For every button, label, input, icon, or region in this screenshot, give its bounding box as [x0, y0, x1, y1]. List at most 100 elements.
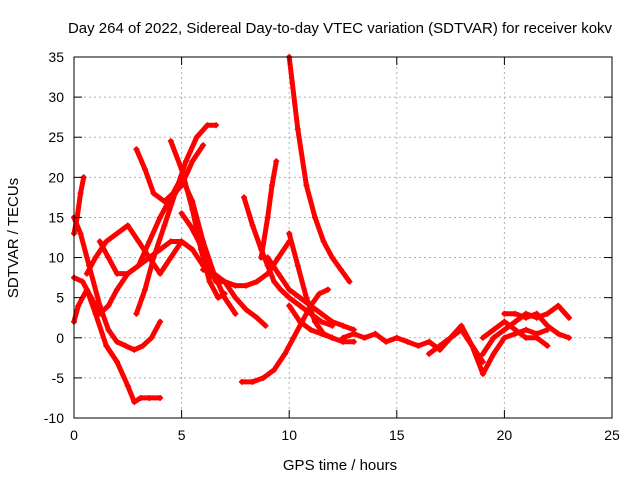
data-point [286, 294, 293, 301]
data-point [249, 378, 256, 385]
data-point [133, 146, 140, 153]
data-point [290, 334, 297, 341]
data-point [350, 338, 357, 345]
data-point [105, 326, 112, 333]
data-point [213, 122, 220, 129]
data-point [103, 342, 110, 349]
data-point [204, 122, 211, 129]
data-point [114, 338, 121, 345]
data-point [195, 238, 202, 245]
data-point [182, 158, 189, 165]
data-point [137, 394, 144, 401]
y-tick-label: 15 [48, 209, 64, 225]
data-point [88, 294, 95, 301]
x-tick-label: 25 [604, 427, 620, 443]
data-point [131, 398, 138, 405]
series-line [71, 287, 163, 405]
data-point [260, 374, 267, 381]
data-point [522, 326, 529, 333]
data-point [189, 158, 196, 165]
data-point [501, 334, 508, 341]
plot-frame [73, 56, 613, 419]
data-point [544, 342, 551, 349]
series-trace-r [286, 302, 336, 341]
data-point [161, 222, 168, 229]
data-point [148, 334, 155, 341]
data-point [189, 246, 196, 253]
data-point [415, 342, 422, 349]
data-point [96, 238, 103, 245]
y-axis-label: SDTVAR / TECUs [5, 178, 22, 298]
data-point [318, 310, 325, 317]
data-point [318, 330, 325, 337]
data-point [243, 306, 250, 313]
data-point [124, 270, 131, 277]
data-point [135, 262, 142, 269]
data-point [286, 286, 293, 293]
data-point [83, 270, 90, 277]
data-point [124, 382, 131, 389]
data-point [103, 238, 110, 245]
data-point [238, 378, 245, 385]
data-point [350, 330, 357, 337]
data-point [221, 278, 228, 285]
data-point [372, 330, 379, 337]
data-point [133, 310, 140, 317]
data-point [294, 126, 301, 133]
data-point [458, 322, 465, 329]
series-trace-n [258, 158, 280, 261]
data-point [200, 266, 207, 273]
data-point [281, 350, 288, 357]
data-point [393, 334, 400, 341]
data-point [206, 278, 213, 285]
data-point [135, 238, 142, 245]
y-axis: -10 -5 0 5 10 15 20 25 30 35 [44, 49, 612, 426]
data-traces [71, 54, 572, 405]
data-point [221, 290, 228, 297]
data-point [329, 318, 336, 325]
data-point [329, 254, 336, 261]
data-point [75, 302, 82, 309]
data-point [150, 190, 157, 197]
data-point [213, 278, 220, 285]
data-point [426, 350, 433, 357]
data-point [114, 286, 121, 293]
data-point [232, 310, 239, 317]
data-point [215, 294, 222, 301]
data-point [172, 190, 179, 197]
data-point [512, 326, 519, 333]
series-trace-u [479, 302, 572, 357]
data-point [533, 310, 540, 317]
grid [74, 57, 612, 418]
data-point [189, 206, 196, 213]
data-point [253, 314, 260, 321]
data-point [296, 302, 303, 309]
x-axis: 0 5 10 15 20 25 [70, 57, 620, 443]
data-point [501, 310, 508, 317]
data-point [114, 270, 121, 277]
data-point [114, 358, 121, 365]
data-point [490, 350, 497, 357]
data-point [264, 262, 271, 269]
data-point [187, 222, 194, 229]
data-point [312, 318, 319, 325]
x-tick-label: 15 [389, 427, 405, 443]
series-line [340, 327, 486, 365]
data-point [264, 214, 271, 221]
data-point [243, 282, 250, 289]
data-point [479, 350, 486, 357]
data-point [178, 210, 185, 217]
data-point [522, 314, 529, 321]
series-trace-v [501, 310, 572, 341]
data-point [124, 222, 131, 229]
data-point [157, 270, 164, 277]
x-tick-label: 5 [178, 427, 186, 443]
data-point [262, 322, 269, 329]
data-point [512, 310, 519, 317]
data-point [167, 138, 174, 145]
data-point [249, 222, 256, 229]
data-point [114, 230, 121, 237]
series-line [239, 287, 331, 385]
data-point [105, 254, 112, 261]
